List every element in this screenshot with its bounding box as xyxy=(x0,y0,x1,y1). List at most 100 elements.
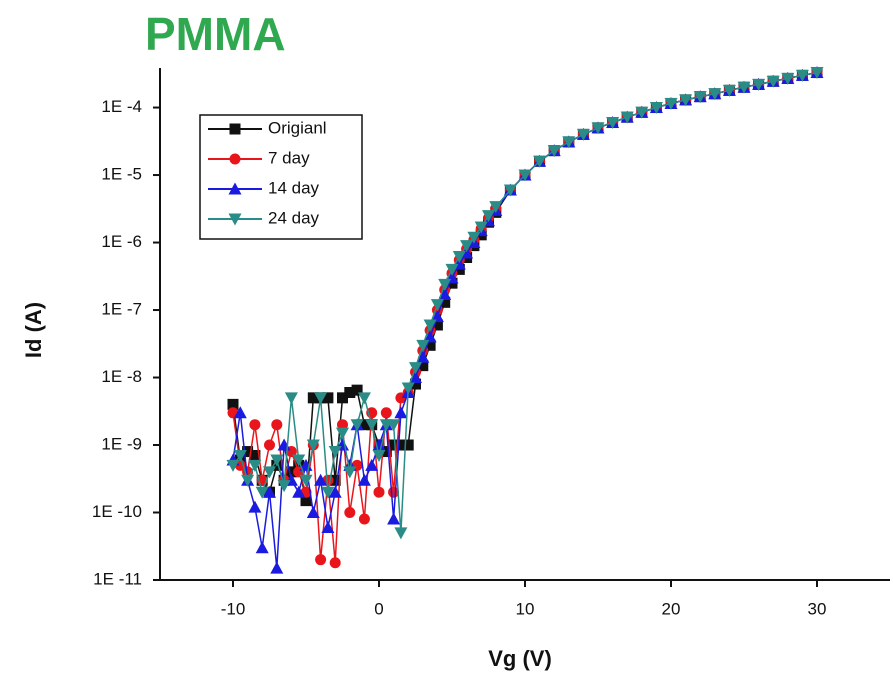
data-point xyxy=(306,439,320,452)
data-point xyxy=(299,474,313,487)
data-point xyxy=(649,102,663,115)
data-point xyxy=(270,561,284,574)
data-point xyxy=(365,458,379,471)
data-point xyxy=(380,446,392,458)
data-point xyxy=(329,474,341,486)
data-point xyxy=(357,392,371,405)
data-point xyxy=(410,378,421,390)
data-point xyxy=(328,485,342,498)
x-tick-label: 0 xyxy=(374,599,383,618)
data-point xyxy=(679,94,693,107)
data-point xyxy=(620,111,634,124)
legend-marker xyxy=(228,182,242,195)
data-point xyxy=(248,459,262,472)
data-point xyxy=(460,240,474,253)
data-point xyxy=(518,169,532,182)
x-tick-label: 20 xyxy=(662,599,681,618)
data-point xyxy=(351,384,363,396)
data-point xyxy=(285,466,297,478)
x-axis-label: Vg (V) xyxy=(488,646,552,671)
x-tick-label: 10 xyxy=(516,599,535,618)
data-point xyxy=(249,449,261,461)
data-point xyxy=(373,486,385,498)
data-point xyxy=(810,67,824,80)
data-point xyxy=(474,221,488,234)
y-tick-label: 1E -11 xyxy=(93,569,142,588)
legend-marker xyxy=(229,153,241,165)
data-point xyxy=(350,419,364,432)
data-point xyxy=(344,386,356,398)
data-point xyxy=(664,97,678,110)
data-point xyxy=(300,495,312,507)
data-point xyxy=(409,362,422,375)
legend-marker xyxy=(228,213,242,226)
data-point xyxy=(226,459,240,472)
x-tick-label: -10 xyxy=(221,599,246,618)
data-point xyxy=(438,278,452,291)
data-point xyxy=(328,446,342,459)
y-tick-label: 1E -10 xyxy=(92,502,142,521)
data-point xyxy=(438,287,452,300)
data-point xyxy=(372,449,386,462)
legend-label: 14 day xyxy=(268,178,320,197)
data-point xyxy=(329,557,341,569)
data-point xyxy=(423,319,437,332)
data-point xyxy=(227,398,239,410)
data-point xyxy=(337,392,348,404)
data-point xyxy=(416,350,430,363)
data-point xyxy=(423,330,437,343)
data-point xyxy=(321,520,335,533)
data-point xyxy=(533,155,547,168)
data-point xyxy=(576,128,590,141)
y-axis-label: Id (A) xyxy=(21,302,46,358)
data-point xyxy=(344,507,356,519)
data-point xyxy=(357,473,371,486)
data-point xyxy=(562,136,576,149)
data-point xyxy=(358,513,370,525)
legend-label: Origianl xyxy=(268,118,327,137)
data-point xyxy=(307,392,319,404)
data-point xyxy=(503,184,517,197)
data-point xyxy=(766,75,780,88)
data-point xyxy=(737,81,751,94)
data-point xyxy=(314,473,328,486)
data-point xyxy=(606,117,620,130)
data-point xyxy=(372,438,386,451)
data-point xyxy=(489,201,503,214)
data-point xyxy=(321,486,335,499)
legend-marker xyxy=(229,123,241,135)
data-point xyxy=(752,78,766,91)
data-point xyxy=(409,371,422,384)
data-point xyxy=(387,512,401,525)
data-point xyxy=(337,419,348,431)
data-point xyxy=(365,419,379,432)
data-point xyxy=(270,454,284,467)
data-point xyxy=(271,419,283,431)
data-point xyxy=(430,299,444,312)
y-tick-label: 1E -8 xyxy=(101,367,142,386)
data-point xyxy=(284,392,298,405)
data-point xyxy=(277,480,291,493)
data-point xyxy=(467,231,481,244)
data-point xyxy=(394,527,408,540)
data-point xyxy=(358,419,370,431)
data-point xyxy=(547,145,561,158)
data-point xyxy=(482,210,495,223)
data-point xyxy=(635,106,649,119)
y-tick-label: 1E -4 xyxy=(101,97,142,116)
data-point xyxy=(416,339,430,352)
data-point xyxy=(708,88,722,101)
data-point xyxy=(264,439,275,451)
data-point xyxy=(241,474,255,487)
data-point xyxy=(591,122,605,135)
chart-title: PMMA xyxy=(145,8,286,60)
data-point xyxy=(255,541,269,554)
data-point xyxy=(292,485,306,498)
data-point xyxy=(242,446,254,458)
data-point xyxy=(439,296,451,308)
legend-label: 7 day xyxy=(268,148,310,167)
data-point xyxy=(255,486,269,499)
data-point xyxy=(249,419,261,431)
data-point xyxy=(417,360,429,372)
data-point xyxy=(395,439,407,451)
